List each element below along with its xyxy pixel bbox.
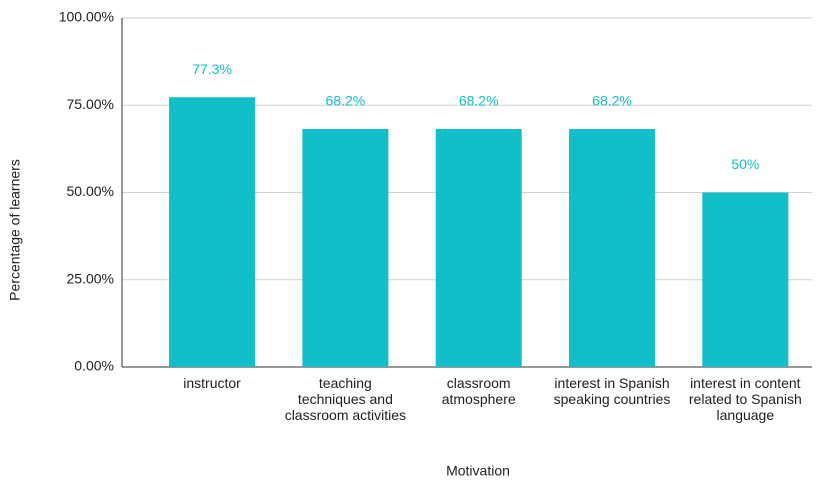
value-label: 68.2%: [326, 93, 366, 109]
y-tick-label: 75.00%: [67, 96, 114, 112]
bar: [169, 97, 256, 368]
bar: [702, 192, 789, 367]
x-tick-label: classroom atmosphere: [441, 375, 516, 407]
bar: [569, 128, 656, 367]
x-tick-label: interest in content related to Spanish l…: [688, 375, 802, 423]
y-tick-label: 25.00%: [67, 270, 114, 286]
x-tick-label: instructor: [183, 375, 241, 391]
value-label: 77.3%: [192, 61, 232, 77]
y-tick-label: 50.00%: [67, 183, 114, 199]
bar: [435, 128, 522, 367]
value-label: 68.2%: [459, 93, 499, 109]
x-tick-label: interest in Spanish speaking countries: [553, 375, 671, 407]
x-tick-label: teaching techniques and classroom activi…: [284, 375, 407, 423]
y-axis-label: Percentage of learners: [7, 159, 23, 301]
x-axis-label: Motivation: [446, 463, 510, 479]
y-tick-label: 0.00%: [74, 358, 114, 374]
y-tick-label: 100.00%: [59, 9, 114, 25]
bar: [302, 128, 389, 367]
value-label: 50%: [731, 156, 759, 172]
value-label: 68.2%: [592, 93, 632, 109]
